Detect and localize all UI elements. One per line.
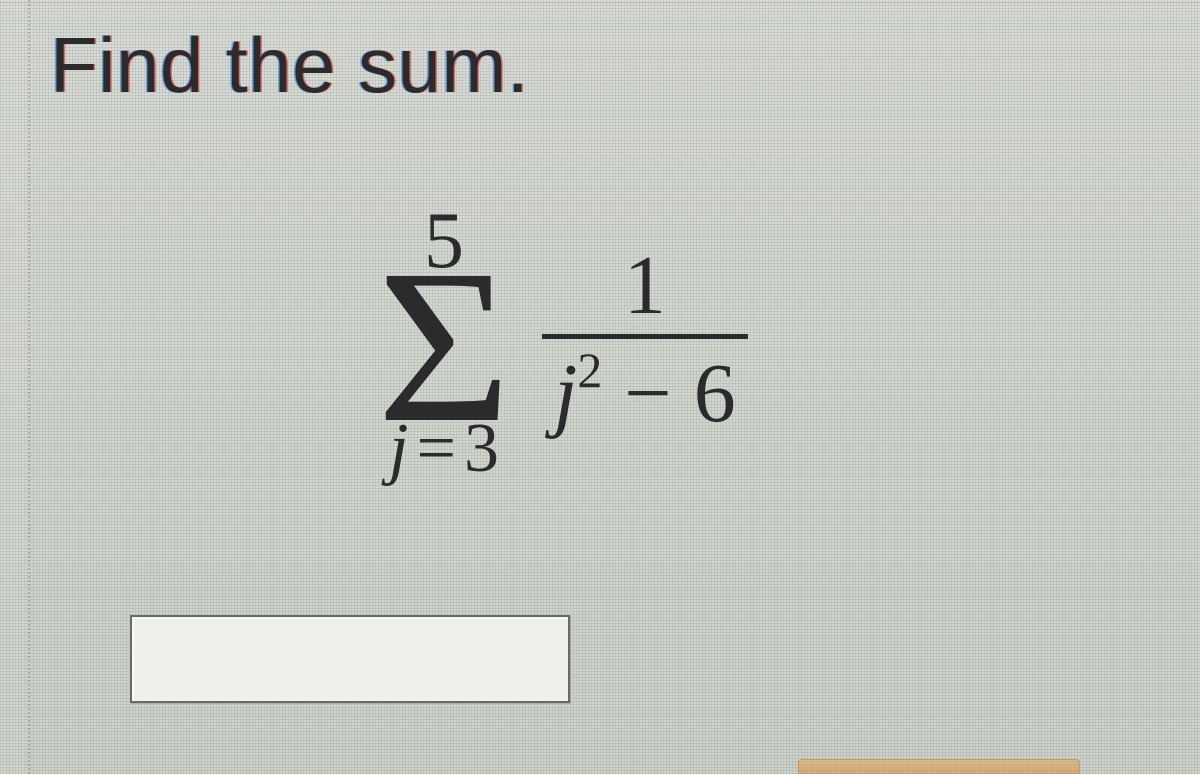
sigma-block: 5 Σ j=3	[380, 258, 508, 434]
sum-lower-bound: j=3	[389, 409, 499, 489]
summand-fraction: 1 j2−6	[542, 244, 748, 436]
equals-glyph: =	[409, 410, 464, 487]
den-operator: −	[602, 347, 693, 440]
bottom-tab-sliver	[798, 759, 1080, 774]
sigma-icon: Σ	[377, 258, 511, 434]
den-constant: 6	[694, 347, 736, 440]
sum-index-variable: j	[389, 410, 408, 487]
den-exponent: 2	[577, 342, 602, 398]
den-variable: j	[554, 347, 577, 440]
fraction-numerator: 1	[542, 244, 748, 334]
answer-input[interactable]	[130, 615, 570, 703]
left-margin-gutter	[0, 0, 30, 774]
fraction-denominator: j2−6	[542, 339, 748, 436]
question-prompt: Find the sum.	[50, 20, 529, 111]
top-hairline	[0, 0, 1200, 3]
sum-lower-value: 3	[464, 410, 499, 487]
summation-expression: 5 Σ j=3 1 j2−6	[380, 250, 748, 442]
